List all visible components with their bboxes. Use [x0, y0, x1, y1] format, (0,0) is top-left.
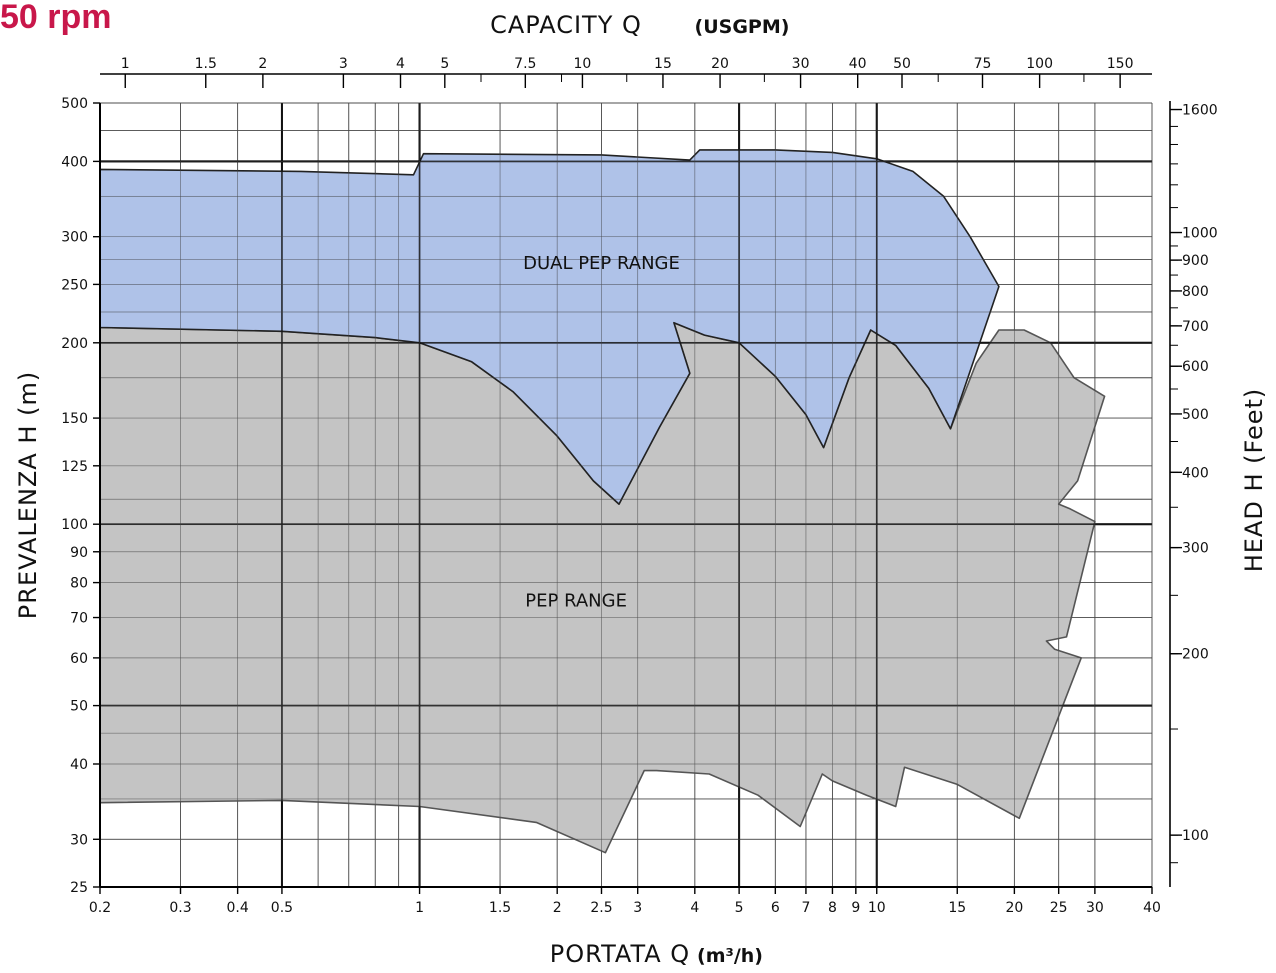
x-tick-label-bottom: 20 — [1005, 900, 1023, 916]
y-tick-label-right: 800 — [1182, 284, 1209, 300]
x-tick-label-top: 15 — [654, 56, 672, 72]
x-tick-label-bottom: 7 — [801, 900, 810, 916]
y-tick-label-right: 900 — [1182, 253, 1209, 269]
y-tick-label-left: 50 — [70, 699, 88, 715]
y-tick-label-left: 400 — [61, 154, 88, 170]
x-tick-label-bottom: 30 — [1086, 900, 1104, 916]
x-tick-label-bottom: 6 — [771, 900, 780, 916]
x-axis-unit-bottom: (m³/h) — [697, 945, 763, 967]
y-tick-label-left: 500 — [61, 96, 88, 112]
x-tick-label-top: 4 — [396, 56, 405, 72]
x-tick-label-bottom: 25 — [1050, 900, 1068, 916]
y-tick-label-right: 1000 — [1182, 226, 1218, 242]
x-tick-label-top: 7.5 — [514, 56, 536, 72]
x-tick-label-bottom: 2.5 — [590, 900, 612, 916]
y-tick-label-left: 200 — [61, 336, 88, 352]
x-tick-label-top: 2 — [258, 56, 267, 72]
labels-layer: PORTATA Q (m³/h) CAPACITY Q (USGPM) PREVALE… — [14, 11, 1268, 968]
x-tick-label-bottom: 0.4 — [226, 900, 248, 916]
y-tick-label-left: 70 — [70, 611, 88, 627]
y-tick-label-left: 30 — [70, 832, 88, 848]
x-axis-title-top: CAPACITY Q — [490, 11, 642, 39]
y-tick-label-right: 700 — [1182, 319, 1209, 335]
series-layer — [99, 102, 1153, 888]
x-tick-label-bottom: 10 — [868, 900, 886, 916]
x-tick-label-bottom: 1.5 — [489, 900, 511, 916]
y-tick-label-left: 80 — [70, 576, 88, 592]
x-tick-label-bottom: 15 — [948, 900, 966, 916]
y-tick-label-left: 60 — [70, 651, 88, 667]
x-tick-label-bottom: 2 — [553, 900, 562, 916]
y-tick-label-right: 500 — [1182, 407, 1209, 423]
annotation-pep-range: PEP RANGE — [525, 591, 627, 612]
x-tick-label-top: 30 — [792, 56, 810, 72]
y-tick-label-left: 300 — [61, 230, 88, 246]
x-tick-label-top: 1 — [121, 56, 130, 72]
x-tick-label-bottom: 0.2 — [89, 900, 111, 916]
y-axis-title-right: HEAD H (Feet) — [1240, 388, 1268, 573]
x-axis-unit-top: (USGPM) — [695, 16, 790, 38]
x-tick-label-top: 3 — [339, 56, 348, 72]
x-tick-label-bottom: 8 — [828, 900, 837, 916]
x-tick-label-bottom: 0.5 — [271, 900, 293, 916]
x-tick-label-top: 100 — [1026, 56, 1053, 72]
y-tick-label-left: 250 — [61, 277, 88, 293]
x-tick-label-top: 5 — [440, 56, 449, 72]
x-tick-label-top: 10 — [574, 56, 592, 72]
y-tick-label-left: 40 — [70, 757, 88, 773]
y-tick-label-right: 400 — [1182, 465, 1209, 481]
y-axis-title-left: PREVALENZA H (m) — [14, 371, 42, 619]
y-tick-label-left: 25 — [70, 880, 88, 896]
y-tick-label-right: 300 — [1182, 541, 1209, 557]
x-tick-label-top: 150 — [1107, 56, 1134, 72]
x-tick-label-bottom: 3 — [633, 900, 642, 916]
x-tick-label-bottom: 5 — [735, 900, 744, 916]
y-tick-label-left: 90 — [70, 545, 88, 561]
x-tick-label-top: 20 — [711, 56, 729, 72]
x-tick-label-bottom: 4 — [690, 900, 699, 916]
y-tick-label-left: 100 — [61, 517, 88, 533]
x-tick-label-bottom: 9 — [851, 900, 860, 916]
y-tick-label-right: 100 — [1182, 828, 1209, 844]
y-tick-label-right: 200 — [1182, 647, 1209, 663]
y-tick-label-left: 150 — [61, 411, 88, 427]
annotation-dual-pep-range: DUAL PEP RANGE — [523, 253, 680, 274]
x-tick-label-top: 50 — [893, 56, 911, 72]
y-tick-label-right: 600 — [1182, 359, 1209, 375]
x-tick-label-bottom: 0.3 — [169, 900, 191, 916]
page-title: 50 rpm — [0, 0, 112, 36]
x-tick-label-bottom: 1 — [415, 900, 424, 916]
x-axis-title-bottom: PORTATA Q — [550, 940, 690, 968]
x-tick-label-top: 1.5 — [195, 56, 217, 72]
ticks-layer: 0.2 0.3 0.4 0.5 1 1.5 2 2.5 3 4 5 6 7 8 9 10 15 20 25 30 402… — [61, 56, 1217, 916]
x-tick-label-top: 75 — [974, 56, 992, 72]
y-tick-label-right: 1600 — [1182, 103, 1218, 119]
y-tick-label-left: 125 — [61, 459, 88, 475]
x-tick-label-bottom: 40 — [1143, 900, 1161, 916]
x-tick-label-top: 40 — [849, 56, 867, 72]
